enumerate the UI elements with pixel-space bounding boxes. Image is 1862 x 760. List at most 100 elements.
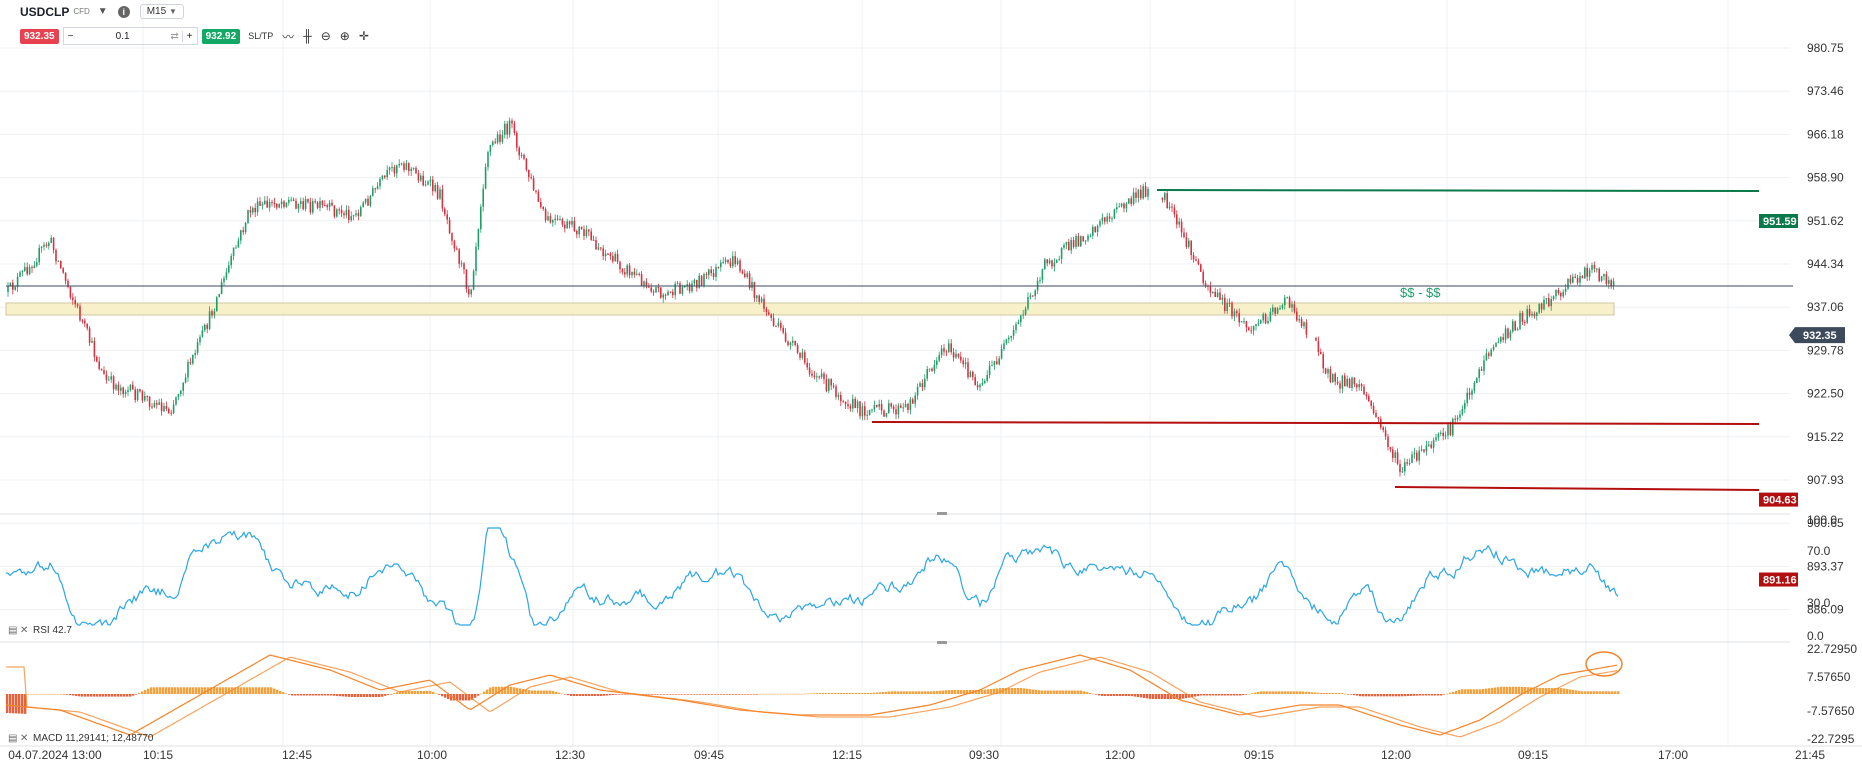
- price-tag[interactable]: 951.59: [1759, 214, 1798, 229]
- candle: [1425, 440, 1428, 456]
- macd-resize-handle[interactable]: [937, 641, 947, 644]
- symbol-name[interactable]: USDCLP: [20, 4, 70, 19]
- buy-button[interactable]: 932.92: [201, 28, 241, 44]
- lot-decrease-button[interactable]: −: [67, 30, 74, 42]
- macd-axis: 22.72950 7.57650 -7.57650 -22.7295: [1807, 642, 1857, 746]
- candle: [477, 228, 480, 251]
- support-line-upper[interactable]: [871, 421, 1760, 425]
- candle: [892, 404, 895, 414]
- candle: [638, 272, 640, 277]
- candle: [194, 349, 196, 359]
- candle: [182, 382, 184, 396]
- macd-bar: [315, 694, 318, 696]
- candle: [1027, 292, 1029, 311]
- candle: [868, 409, 871, 416]
- candle: [792, 336, 794, 347]
- candle: [1296, 307, 1298, 322]
- resistance-line[interactable]: [1156, 189, 1760, 192]
- macd-bar: [21, 694, 24, 714]
- candle: [254, 203, 256, 218]
- sell-button[interactable]: 932.35: [20, 28, 59, 44]
- zoom-in-icon[interactable]: ⊕: [339, 29, 350, 43]
- macd-bar: [963, 690, 966, 694]
- macd-bar: [258, 687, 261, 694]
- support-line-lower[interactable]: [1394, 486, 1760, 491]
- macd-bar: [1128, 694, 1131, 696]
- macd-bar: [909, 691, 912, 694]
- macd-bar: [363, 694, 366, 697]
- candle: [811, 370, 813, 378]
- macd-bar: [1359, 694, 1362, 697]
- price-tag[interactable]: 891.16: [1759, 572, 1798, 587]
- candles-icon[interactable]: ╫: [303, 29, 312, 43]
- line-chart-icon[interactable]: 〰: [282, 29, 295, 44]
- macd-bar: [387, 694, 390, 695]
- macd-bar: [531, 690, 534, 694]
- candle: [943, 344, 945, 356]
- candle: [1068, 238, 1070, 251]
- macd-bar: [774, 693, 777, 695]
- price-tag-label: 904.63: [1763, 495, 1797, 507]
- candle: [1488, 351, 1490, 360]
- rsi-resize-handle[interactable]: [937, 512, 947, 515]
- macd-bar: [327, 694, 330, 696]
- macd-bar: [1317, 692, 1320, 694]
- candle: [950, 339, 952, 355]
- support-zone[interactable]: [5, 302, 1615, 316]
- candle: [381, 175, 384, 181]
- candle: [636, 269, 638, 276]
- macd-bar: [1290, 691, 1293, 694]
- candle: [374, 187, 376, 194]
- candle: [765, 306, 768, 317]
- macd-bar: [18, 694, 21, 714]
- swap-icon[interactable]: ⇄: [170, 30, 179, 42]
- macd-bar: [15, 694, 18, 714]
- chevron-down-icon[interactable]: ▼: [97, 6, 108, 17]
- crosshair-icon[interactable]: ✛: [358, 29, 369, 43]
- candle: [564, 221, 566, 233]
- macd-bar: [792, 693, 795, 695]
- highlight-circle[interactable]: [1585, 651, 1623, 677]
- price-tag[interactable]: 932.35: [1789, 327, 1845, 344]
- macd-bar: [1245, 694, 1248, 695]
- candle: [1010, 335, 1012, 342]
- zoom-out-icon[interactable]: ⊖: [320, 29, 331, 43]
- candle: [316, 201, 319, 210]
- timeframe-select[interactable]: M15 ▼: [139, 4, 184, 19]
- candle: [556, 214, 559, 221]
- info-icon[interactable]: i: [117, 5, 130, 18]
- macd-bar: [390, 694, 393, 695]
- settings-icon[interactable]: ▤: [8, 625, 17, 636]
- macd-bar: [114, 694, 117, 697]
- candle: [1346, 375, 1348, 388]
- macd-bar: [372, 694, 375, 697]
- macd-bar: [144, 690, 147, 694]
- candle: [602, 245, 604, 260]
- macd-bar: [1425, 694, 1428, 696]
- macd-bar: [894, 691, 897, 694]
- macd-bar: [1404, 694, 1407, 697]
- candle: [1375, 410, 1377, 418]
- candle: [36, 257, 38, 268]
- macd-bar: [1275, 691, 1278, 694]
- macd-bar: [1185, 694, 1188, 699]
- price-tag[interactable]: 904.63: [1759, 492, 1798, 507]
- macd-bar: [183, 687, 186, 694]
- sltp-button[interactable]: SL/TP: [248, 31, 274, 41]
- candle: [60, 260, 62, 269]
- macd-bar: [1581, 691, 1584, 694]
- lot-increase-button[interactable]: +: [181, 30, 197, 42]
- lot-input[interactable]: 0.1: [115, 30, 130, 42]
- close-icon[interactable]: ✕: [20, 733, 28, 744]
- candle: [1108, 213, 1111, 222]
- candle: [139, 388, 141, 393]
- candle: [1476, 377, 1478, 384]
- close-icon[interactable]: ✕: [20, 625, 28, 636]
- candle: [429, 176, 432, 187]
- macd-bar: [1194, 694, 1197, 697]
- settings-icon[interactable]: ▤: [8, 733, 17, 744]
- macd-bar: [1575, 690, 1578, 694]
- macd-bar: [711, 694, 714, 695]
- candle: [412, 167, 415, 171]
